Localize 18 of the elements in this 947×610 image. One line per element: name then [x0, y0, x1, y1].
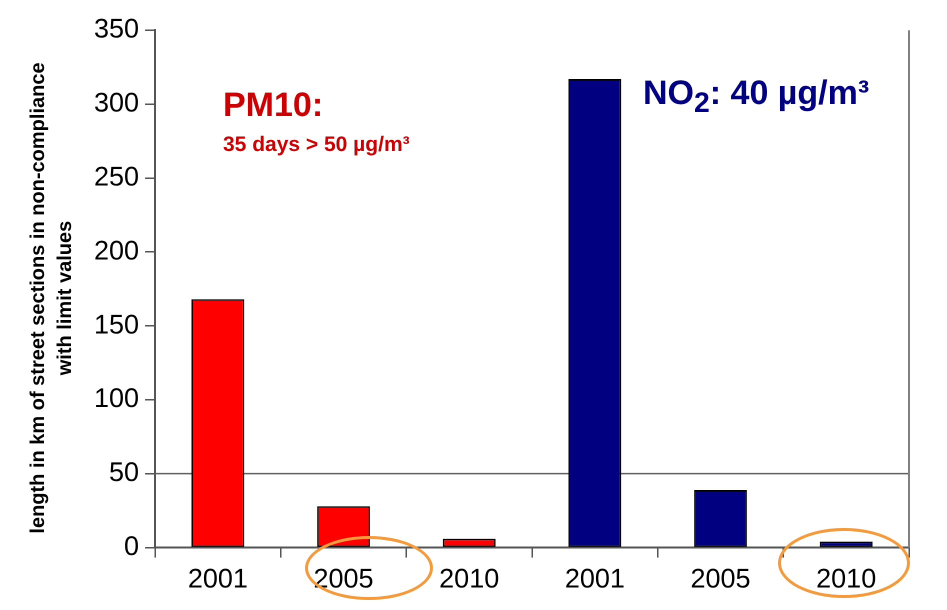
annotation: PM10:	[223, 86, 324, 125]
x-tick-label: 2001	[564, 563, 625, 594]
annotation: 35 days > 50 µg/m³	[223, 133, 410, 157]
y-tick-label: 250	[94, 161, 140, 192]
y-tick-label: 300	[94, 88, 140, 118]
x-tick-label: 2005	[313, 563, 374, 594]
y-tick-label: 350	[94, 14, 140, 44]
y-tick-label: 200	[94, 235, 140, 266]
x-tick-label: 2005	[690, 563, 751, 594]
y-tick-label: 100	[94, 383, 140, 414]
x-tick-label: 2010	[816, 563, 876, 594]
annotation: NO$_{2}$: 40 µg/m³	[643, 74, 870, 120]
x-tick-label: 2001	[188, 563, 248, 594]
x-tick-label: 2010	[439, 563, 500, 594]
y-tick-label: 150	[94, 309, 140, 340]
y-axis-title: length in km of street sections in non-compliance with limit values	[26, 61, 77, 536]
y-tick-label: 50	[109, 457, 140, 488]
y-tick-label: 0	[124, 531, 140, 562]
